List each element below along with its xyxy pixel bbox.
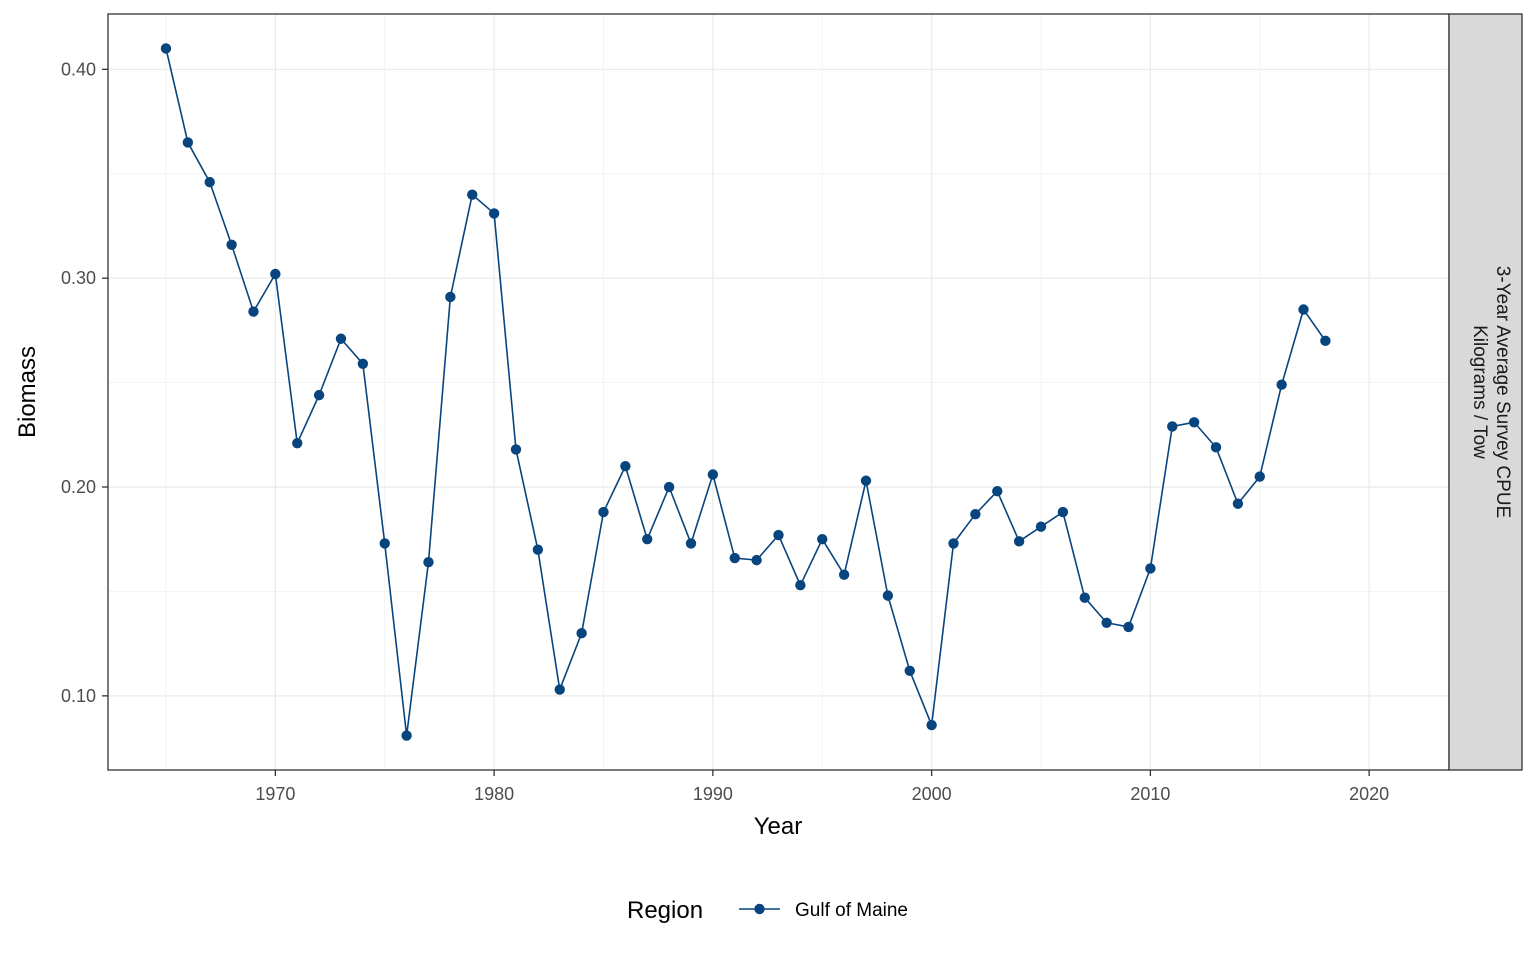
y-tick-label: 0.40 [61, 59, 96, 79]
data-point [510, 444, 522, 455]
data-point [554, 684, 565, 695]
data-point [795, 579, 806, 591]
data-point [992, 486, 1003, 497]
data-point [926, 719, 937, 731]
legend-label-gulf-of-maine: Gulf of Maine [795, 900, 908, 921]
x-tick-label: 2010 [1130, 784, 1170, 804]
data-point [1188, 417, 1200, 428]
data-point [379, 538, 390, 549]
data-point [335, 333, 347, 344]
x-tick-label: 2020 [1349, 784, 1389, 804]
data-point [401, 730, 412, 741]
data-point [357, 358, 369, 370]
facet-strip-label-line1: 3-Year Average Survey CPUE [1492, 266, 1513, 518]
data-point [948, 538, 959, 549]
data-point [576, 628, 587, 639]
y-tick-label: 0.30 [61, 268, 96, 288]
data-point [773, 529, 784, 541]
data-point [817, 534, 828, 545]
legend: Region Gulf of Maine [627, 897, 908, 924]
data-point [838, 569, 850, 580]
data-point [1013, 536, 1025, 547]
data-point [598, 506, 609, 518]
series-layer [160, 43, 1331, 741]
y-axis-title: Biomass [14, 346, 41, 438]
data-point [620, 460, 631, 472]
x-tick-label: 1990 [693, 784, 733, 804]
data-point [904, 665, 915, 676]
data-point [248, 306, 259, 317]
x-tick-label: 2000 [912, 784, 952, 804]
data-point [270, 268, 281, 280]
data-point [642, 534, 653, 545]
data-point [685, 538, 697, 549]
data-point [445, 291, 456, 303]
data-point [1101, 617, 1112, 628]
data-point [1254, 471, 1265, 482]
data-point [204, 176, 215, 188]
data-point [707, 469, 719, 480]
data-point [1167, 421, 1178, 432]
data-point [1320, 335, 1331, 347]
data-point [1057, 506, 1069, 518]
y-axis: 0.10 0.20 0.30 0.40 [61, 59, 108, 706]
grid-minor [108, 14, 1449, 770]
data-point [532, 544, 544, 555]
data-point [882, 590, 894, 601]
data-point [970, 508, 981, 520]
data-point [488, 208, 500, 219]
data-point [729, 552, 740, 564]
grid-major [108, 14, 1449, 770]
facet-strip [1448, 13, 1523, 771]
data-point [313, 389, 325, 401]
plot-panel-background [108, 14, 1449, 770]
x-axis-title: Year [754, 813, 803, 840]
data-point [423, 557, 434, 568]
y-tick-label: 0.20 [61, 477, 96, 497]
data-point [1123, 621, 1134, 633]
data-point [1298, 304, 1309, 315]
data-point [860, 475, 872, 486]
legend-title: Region [627, 897, 703, 924]
data-point [1232, 498, 1244, 509]
legend-key-point [754, 903, 765, 915]
data-point [1035, 521, 1047, 532]
x-tick-label: 1970 [255, 784, 295, 804]
data-point [1210, 442, 1222, 453]
data-point [160, 43, 172, 54]
data-point [1079, 592, 1090, 603]
x-axis: 1970 1980 1990 2000 2010 2020 [255, 770, 1389, 804]
data-point [292, 437, 303, 449]
data-point [751, 554, 762, 566]
data-point [467, 189, 478, 200]
data-point [1276, 379, 1287, 390]
data-point [182, 137, 194, 148]
y-tick-label: 0.10 [61, 686, 96, 706]
facet-strip-label-line2: Kilograms / Tow [1469, 325, 1490, 459]
series-line-gulf-of-maine [165, 48, 1327, 737]
x-tick-label: 1980 [474, 784, 514, 804]
data-point [663, 481, 675, 493]
data-point [1145, 563, 1156, 574]
data-point [226, 239, 237, 250]
